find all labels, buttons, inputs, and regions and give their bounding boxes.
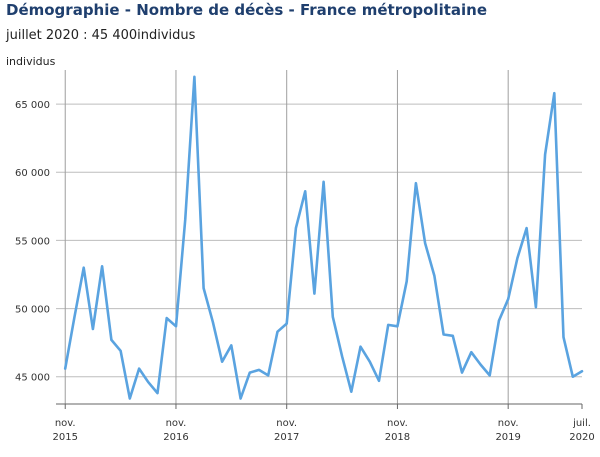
data-point xyxy=(479,363,482,366)
data-point xyxy=(442,333,445,336)
data-point xyxy=(571,375,574,378)
data-point xyxy=(138,367,140,370)
x-tick-label-year: 2020 xyxy=(569,432,594,443)
x-tick-label-month: nov. xyxy=(498,418,519,429)
data-point xyxy=(322,180,325,183)
x-tick-label-month: nov. xyxy=(55,418,76,429)
data-point xyxy=(488,374,491,377)
y-tick-label: 45 000 xyxy=(15,373,50,384)
data-point xyxy=(525,227,528,229)
data-point xyxy=(230,344,233,347)
chart-subtitle: juillet 2020 : 45 400individus xyxy=(6,28,196,43)
x-tick-label-year: 2018 xyxy=(385,432,410,443)
data-point xyxy=(396,325,399,328)
data-point xyxy=(184,219,186,221)
series xyxy=(63,75,584,400)
x-tick-label-month: juil. xyxy=(572,418,591,429)
y-tick-label: 55 000 xyxy=(15,236,50,247)
data-point xyxy=(248,371,251,374)
data-point xyxy=(221,360,223,363)
x-tick-label-month: nov. xyxy=(166,418,187,429)
data-point xyxy=(258,369,260,371)
data-point xyxy=(285,322,288,325)
data-point xyxy=(129,397,131,400)
data-point xyxy=(64,367,67,370)
series-line xyxy=(63,75,584,400)
data-point xyxy=(544,153,546,156)
data-point xyxy=(341,355,343,358)
data-point xyxy=(581,370,583,373)
x-tick-label-year: 2017 xyxy=(274,432,299,443)
data-point xyxy=(378,380,380,382)
data-point xyxy=(92,328,94,330)
y-axis-label: individus xyxy=(6,55,56,68)
data-point xyxy=(101,265,103,268)
data-point xyxy=(350,390,353,393)
x-tick-label-month: nov. xyxy=(387,418,408,429)
data-point xyxy=(193,76,196,78)
x-tick-label-month: nov. xyxy=(276,418,297,429)
data-point xyxy=(239,397,242,400)
data-point xyxy=(433,275,436,277)
data-point xyxy=(313,292,316,295)
data-point xyxy=(202,287,205,289)
data-point xyxy=(119,350,122,352)
data-point xyxy=(295,227,297,229)
data-point xyxy=(110,339,113,341)
data-point xyxy=(405,280,408,283)
y-tick-label: 50 000 xyxy=(15,305,50,316)
y-tick-label: 65 000 xyxy=(15,100,50,111)
data-point xyxy=(461,371,463,374)
data-point xyxy=(535,306,537,309)
data-point xyxy=(165,317,168,319)
data-point xyxy=(498,320,500,322)
data-point xyxy=(562,336,565,339)
data-point xyxy=(304,190,306,193)
x-tick-label-year: 2015 xyxy=(53,432,78,443)
data-point xyxy=(73,315,76,318)
data-point xyxy=(276,330,279,333)
data-point xyxy=(387,324,390,326)
data-point xyxy=(516,257,519,259)
data-point xyxy=(553,92,556,94)
data-point xyxy=(82,266,85,269)
data-point xyxy=(332,315,334,318)
data-point xyxy=(175,325,177,328)
x-tick-label-year: 2016 xyxy=(163,432,188,443)
data-point xyxy=(156,392,159,394)
data-point xyxy=(452,335,454,337)
data-point xyxy=(359,345,362,348)
data-point xyxy=(212,321,214,324)
x-tick-label-year: 2019 xyxy=(495,432,520,443)
chart-title: Démographie - Nombre de décès - France m… xyxy=(6,1,488,19)
data-point xyxy=(470,351,473,353)
data-point xyxy=(415,182,417,184)
data-point xyxy=(424,242,426,244)
data-point xyxy=(507,298,509,300)
axes: 45 000 50 000 55 000 60 000 65 000 nov. 2015 no… xyxy=(15,100,595,443)
y-tick-label: 60 000 xyxy=(15,168,50,179)
data-point xyxy=(147,381,150,383)
data-point xyxy=(267,374,270,377)
data-point xyxy=(368,360,371,363)
